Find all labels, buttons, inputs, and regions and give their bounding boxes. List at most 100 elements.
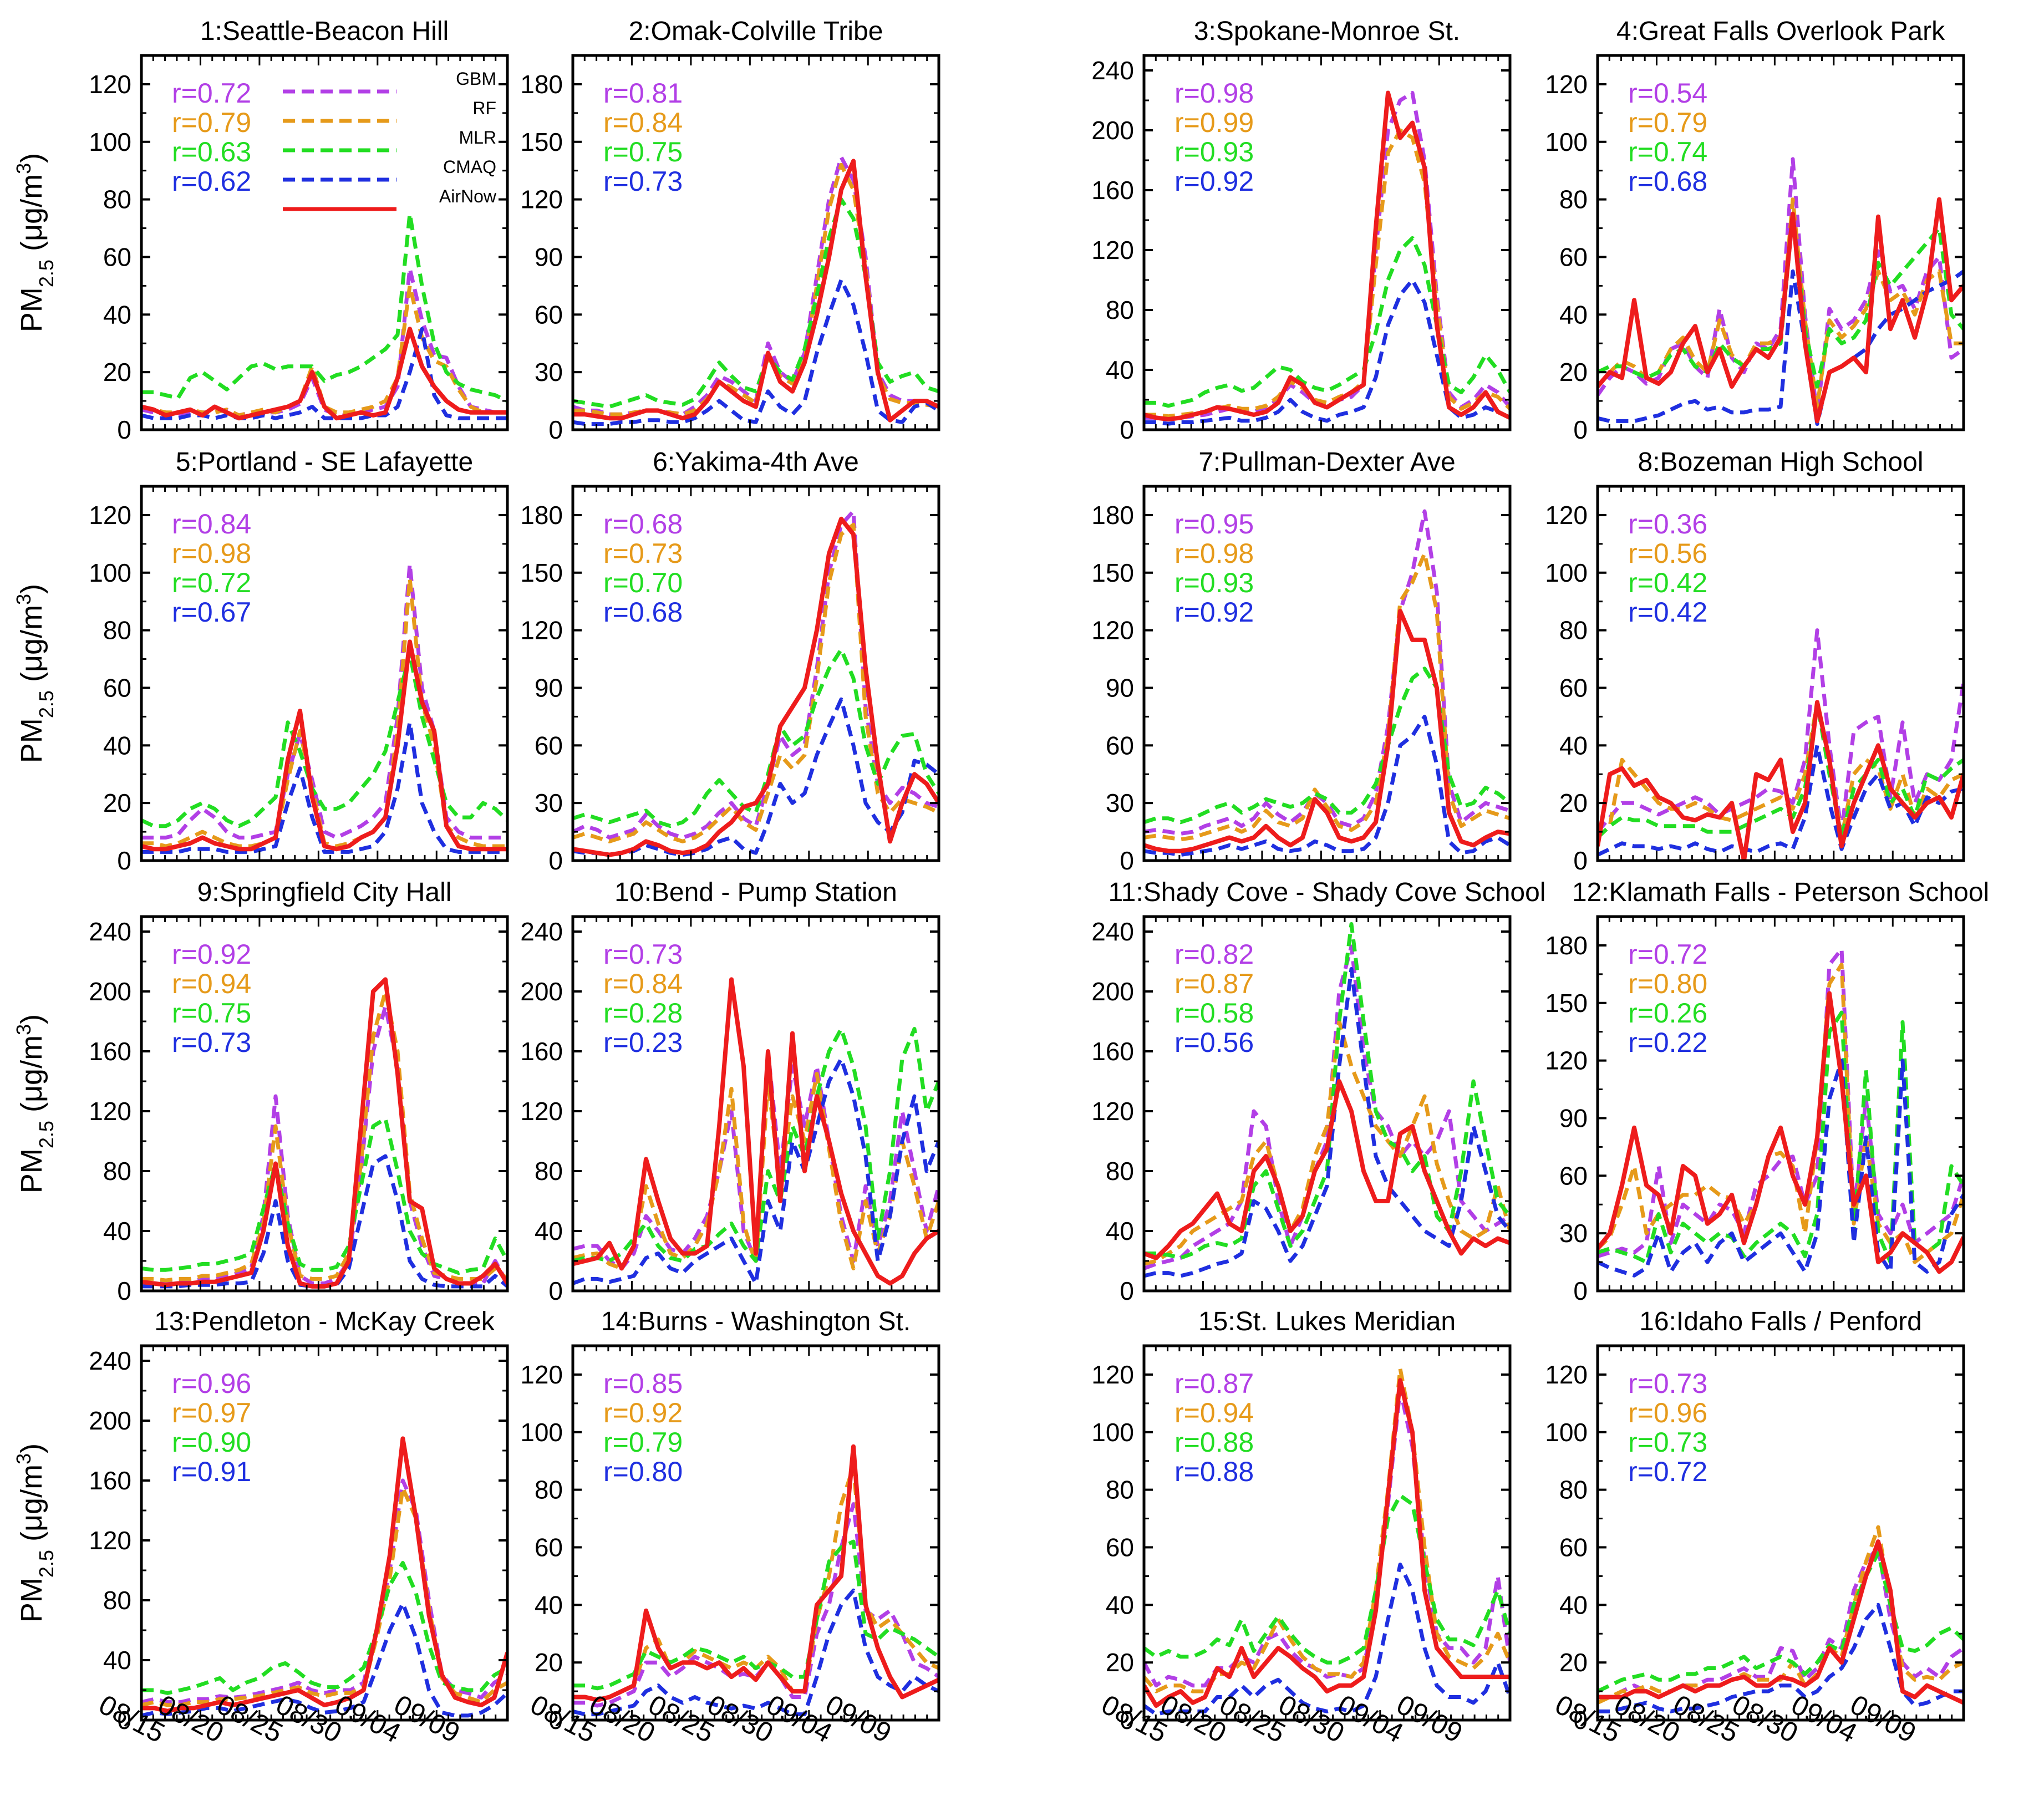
- series-line-cmaq: [1598, 1603, 1964, 1713]
- r-label-gbm: r=0.73: [1628, 1368, 1707, 1399]
- y-tick-label: 90: [1106, 673, 1134, 702]
- series-line-rf: [1144, 1367, 1510, 1693]
- y-tick-label: 80: [1106, 296, 1134, 324]
- y-tick-label: 20: [1106, 1648, 1134, 1677]
- plot-frame: [571, 915, 940, 1293]
- panel-title: 12:Klamath Falls - Peterson School: [1572, 878, 1989, 907]
- series-line-cmaq: [1598, 269, 1964, 426]
- y-tick-label: 40: [103, 1646, 131, 1675]
- plot-frame: [1596, 915, 1965, 1293]
- r-label-mlr: r=0.75: [172, 998, 251, 1029]
- panel-13: 13:Pendleton - McKay Creek 0 40 80 120 160 200…: [12, 1307, 509, 1749]
- y-tick-label: 120: [1545, 1360, 1588, 1389]
- r-label-gbm: r=0.73: [603, 939, 683, 970]
- r-label-cmaq: r=0.68: [603, 597, 683, 628]
- series-line-cmaq: [1144, 714, 1510, 857]
- y-axis-label: PM2.5 (μg/m3): [12, 1443, 58, 1622]
- r-label-rf: r=0.97: [172, 1397, 251, 1428]
- y-tick-label: 150: [1091, 558, 1134, 587]
- plot-frame: [140, 54, 509, 431]
- r-label-cmaq: r=0.23: [603, 1027, 683, 1058]
- y-tick-label: 40: [1106, 1217, 1134, 1245]
- panel-1: 1:Seattle-Beacon Hill 0 20 40 60 80 100 120 PM2.…: [12, 17, 509, 444]
- y-tick-label: 90: [535, 242, 563, 271]
- y-tick-label: 40: [1106, 355, 1134, 384]
- y-tick-label: 80: [1559, 616, 1588, 645]
- panel-title: 16:Idaho Falls / Penford: [1639, 1307, 1922, 1336]
- y-tick-label: 160: [89, 1466, 131, 1495]
- y-tick-label: 240: [1091, 917, 1134, 946]
- r-label-gbm: r=0.81: [603, 78, 683, 109]
- series-line-cmaq: [1144, 278, 1510, 426]
- legend-label-mlr: MLR: [459, 128, 496, 147]
- series-line-airnow: [1144, 1378, 1510, 1708]
- r-label-gbm: r=0.96: [172, 1368, 251, 1399]
- series-line-mlr: [141, 1117, 507, 1275]
- r-label-rf: r=0.98: [1174, 538, 1254, 569]
- y-tick-label: 180: [1545, 931, 1588, 960]
- r-label-gbm: r=0.92: [172, 939, 251, 970]
- series-line-mlr: [573, 1027, 939, 1263]
- series-line-mlr: [1598, 212, 1964, 389]
- y-tick-label: 40: [1559, 300, 1588, 329]
- y-tick-label: 60: [1106, 1533, 1134, 1561]
- y-tick-label: 120: [1091, 616, 1134, 645]
- panel-title: 6:Yakima-4th Ave: [653, 447, 859, 477]
- r-label-gbm: r=0.68: [603, 508, 683, 540]
- panel-title: 14:Burns - Washington St.: [601, 1307, 911, 1336]
- series-group: [1144, 922, 1510, 1278]
- plot-frame: [140, 915, 509, 1293]
- y-tick-label: 150: [520, 558, 563, 587]
- y-tick-label: 0: [117, 846, 131, 875]
- y-tick-label: 80: [103, 616, 131, 645]
- y-tick-label: 120: [1545, 70, 1588, 99]
- y-tick-label: 60: [535, 731, 563, 760]
- r-label-rf: r=0.84: [603, 107, 683, 138]
- r-label-rf: r=0.87: [1174, 968, 1254, 999]
- y-tick-label: 0: [117, 1706, 131, 1734]
- y-tick-label: 0: [1120, 1276, 1134, 1305]
- r-label-mlr: r=0.26: [1628, 998, 1707, 1029]
- y-tick-label: 40: [1106, 1590, 1134, 1619]
- series-line-gbm: [141, 1478, 507, 1705]
- y-tick-label: 160: [1091, 176, 1134, 205]
- r-label-mlr: r=0.58: [1174, 998, 1254, 1029]
- r-label-gbm: r=0.85: [603, 1368, 683, 1399]
- panel-title: 1:Seattle-Beacon Hill: [200, 17, 449, 46]
- panel-title: 3:Spokane-Monroe St.: [1194, 17, 1460, 46]
- legend-label-airnow: AirNow: [439, 186, 497, 206]
- r-label-rf: r=0.73: [603, 538, 683, 569]
- series-line-cmaq: [1144, 967, 1510, 1278]
- r-label-rf: r=0.94: [172, 968, 251, 999]
- r-label-cmaq: r=0.73: [172, 1027, 251, 1058]
- y-tick-label: 80: [1559, 1476, 1588, 1504]
- y-tick-label: 40: [103, 300, 131, 329]
- r-label-mlr: r=0.88: [1174, 1427, 1254, 1458]
- series-line-mlr: [1598, 1551, 1964, 1693]
- y-tick-label: 80: [103, 1157, 131, 1186]
- y-tick-label: 80: [1106, 1476, 1134, 1504]
- r-label-cmaq: r=0.80: [603, 1456, 683, 1487]
- plot-frame: [1142, 485, 1512, 862]
- r-label-mlr: r=0.75: [603, 136, 683, 167]
- legend: GBM RF MLR CMAQ AirNow: [283, 69, 497, 211]
- series-line-gbm: [1144, 944, 1510, 1270]
- y-tick-label: 60: [1559, 673, 1588, 702]
- r-label-cmaq: r=0.73: [603, 166, 683, 197]
- y-tick-label: 120: [89, 1097, 131, 1126]
- r-label-mlr: r=0.93: [1174, 567, 1254, 598]
- plot-frame: [571, 1344, 940, 1722]
- y-tick-label: 160: [520, 1037, 563, 1066]
- y-tick-label: 200: [520, 977, 563, 1006]
- panel-4: 4:Great Falls Overlook Park 0 20 40 60 80 100 1…: [1545, 17, 1965, 444]
- series-group: [1144, 1367, 1510, 1717]
- y-tick-label: 120: [89, 1526, 131, 1555]
- r-label-gbm: r=0.95: [1174, 508, 1254, 540]
- r-label-mlr: r=0.63: [172, 136, 251, 167]
- series-line-mlr: [573, 197, 939, 409]
- y-tick-label: 20: [103, 358, 131, 386]
- r-label-mlr: r=0.70: [603, 567, 683, 598]
- y-tick-label: 0: [548, 415, 563, 444]
- y-tick-label: 100: [89, 558, 131, 587]
- y-tick-label: 0: [1573, 1276, 1588, 1305]
